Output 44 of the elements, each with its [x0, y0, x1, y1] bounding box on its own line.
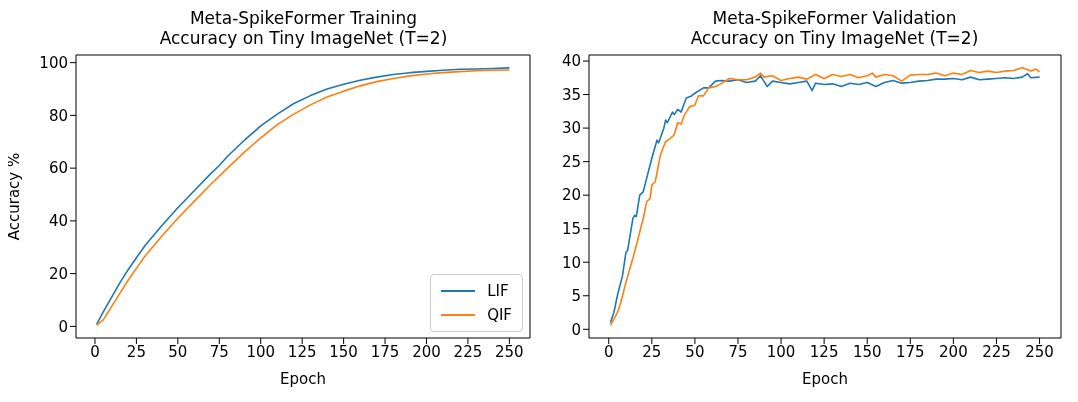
- x-tick-label: 175: [895, 342, 925, 361]
- x-tick-label: 75: [209, 342, 229, 361]
- y-tick-label: 100: [39, 53, 68, 72]
- x-tick-label: 175: [370, 342, 400, 361]
- y-tick-label: 40: [48, 212, 68, 231]
- y-tick-label: 10: [561, 253, 581, 272]
- x-tick-label: 250: [1025, 342, 1054, 361]
- x-tick-label: 150: [852, 342, 882, 361]
- x-tick-label: 0: [603, 342, 614, 361]
- x-tick-label: 25: [126, 342, 146, 361]
- y-tick-label: 20: [561, 186, 581, 205]
- x-tick-label: 100: [766, 342, 796, 361]
- x-tick-label: 150: [329, 342, 358, 361]
- x-tick-label: 125: [287, 342, 317, 361]
- y-tick-label: 30: [561, 119, 581, 138]
- y-tick-label: 25: [561, 152, 581, 171]
- x-tick-label: 25: [642, 342, 662, 361]
- x-tick-label: 75: [728, 342, 748, 361]
- x-axis-title: Epoch: [280, 370, 326, 388]
- y-tick-label: 0: [571, 320, 581, 339]
- chart-title: Meta-SpikeFormer Training Accuracy on Tiny ImageNet (T=2): [158, 8, 449, 48]
- x-tick-label: 100: [246, 342, 276, 361]
- y-tick-label: 60: [48, 159, 68, 178]
- x-tick-label: 200: [939, 342, 968, 361]
- x-tick-label: 125: [809, 342, 839, 361]
- x-tick-label: 50: [685, 342, 705, 361]
- x-tick-label: 225: [453, 342, 483, 361]
- x-axis-title: Epoch: [802, 370, 848, 388]
- legend-label: LIF: [487, 281, 509, 302]
- y-tick-label: 40: [561, 52, 581, 71]
- x-tick-label: 0: [90, 342, 100, 361]
- y-axis-title: Accuracy %: [5, 152, 24, 241]
- x-tick-label: 250: [495, 342, 524, 361]
- y-tick-label: 20: [48, 264, 68, 283]
- x-tick-label: 200: [412, 342, 441, 361]
- legend-label: QIF: [487, 305, 512, 326]
- y-tick-label: 35: [561, 85, 581, 104]
- x-tick-label: 225: [982, 342, 1011, 361]
- x-tick-label: 50: [168, 342, 188, 361]
- y-tick-label: 0: [58, 317, 68, 336]
- y-tick-label: 80: [48, 106, 68, 125]
- y-tick-label: 15: [561, 220, 581, 239]
- y-tick-label: 5: [571, 287, 581, 306]
- chart-title: Meta-SpikeFormer Validation Accuracy on Tiny ImageNet (T=2): [689, 8, 980, 48]
